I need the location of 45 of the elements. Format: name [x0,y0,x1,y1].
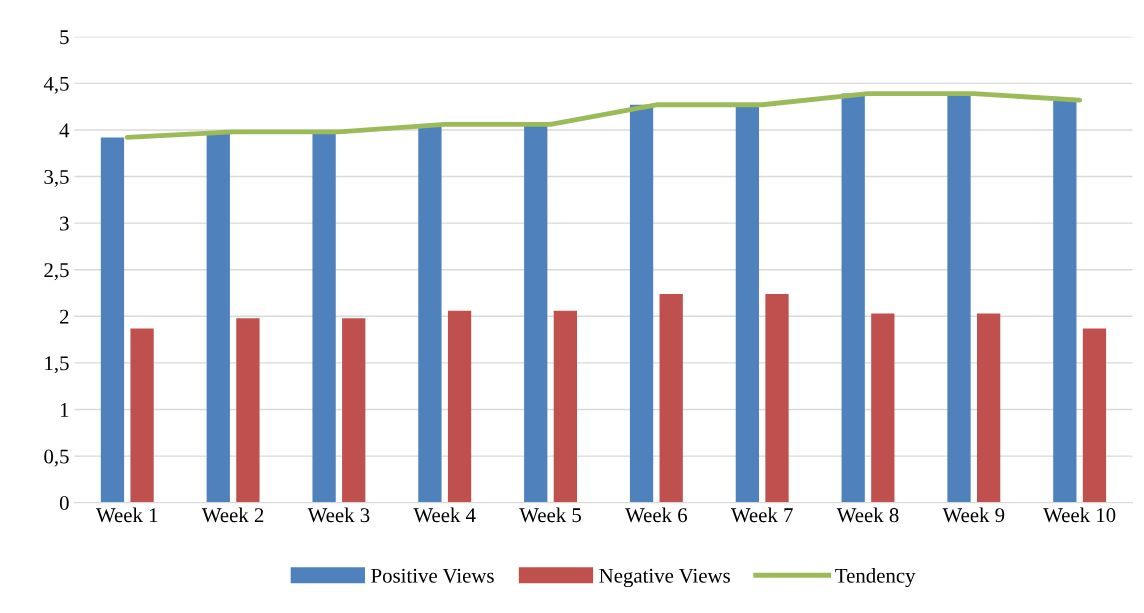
legend-label: Positive Views [371,568,494,583]
bar [342,318,366,503]
x-tick-label: Week 6 [625,507,688,523]
line-series [124,91,1083,140]
bar [1082,328,1107,503]
y-tick-label: 4,5 [43,76,69,94]
y-tick-label: 3,5 [44,169,69,187]
x-tick-label: Week 7 [730,507,793,523]
x-tick-label: Week 9 [942,507,1005,523]
bar [236,318,260,503]
x-tick-label: Week 5 [519,507,581,523]
bar [418,124,442,503]
y-tick-label: 2 [60,309,69,324]
y-tick-label: 1,5 [45,356,69,374]
x-tick-label: Week 4 [413,507,476,523]
bar [206,131,230,503]
legend-label: Negative Views [599,568,730,588]
bar [524,124,548,503]
y-tick-label: 0,5 [44,449,69,467]
x-tick-label: Week 8 [836,507,899,523]
x-tick-label: Week 1 [96,507,158,523]
bar [1053,100,1077,503]
x-tick-label: Week 3 [307,507,370,523]
bar [130,328,154,503]
y-tick-label: 3 [60,216,69,231]
legend-label: Tendency [835,568,916,588]
bar [841,93,865,503]
x-tick-label: Week 10 [1043,507,1116,523]
bar [659,293,683,503]
x-tick-label: Week 2 [201,507,264,523]
bar [553,310,578,503]
y-tick-label: 2,5 [44,263,69,281]
bar [977,313,1001,503]
bar [447,310,472,503]
bar [100,137,125,503]
bar [947,93,971,503]
y-tick-label: 0 [59,496,69,511]
y-tick-label: 5 [60,30,69,45]
bar [871,313,895,503]
bar [629,104,654,503]
y-tick-label: 4 [59,123,70,138]
bar [765,293,789,503]
bar [312,131,336,503]
bar [735,104,760,503]
y-tick-label: 1 [60,402,69,417]
